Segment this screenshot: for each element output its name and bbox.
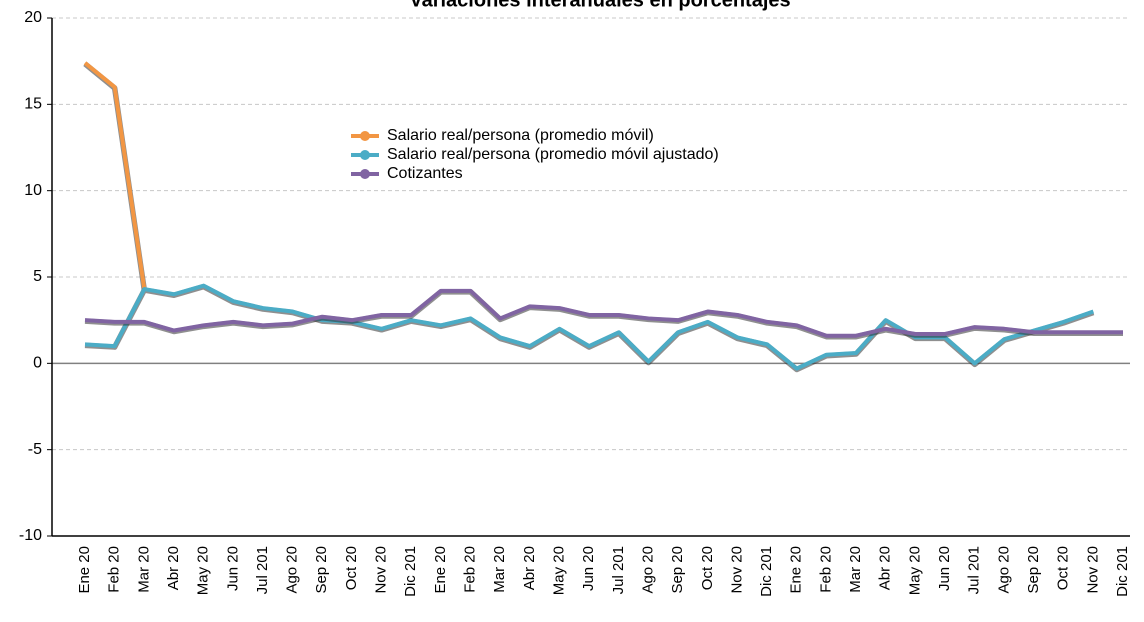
series-line <box>84 283 1094 371</box>
x-tick-label: Dic 201 <box>758 546 775 597</box>
x-tick-label: Jun 20 <box>936 546 953 591</box>
x-tick-label: Ago 20 <box>639 546 656 594</box>
y-tick-label: 10 <box>24 182 42 199</box>
x-tick-label: May 20 <box>550 546 567 595</box>
x-tick-label: Feb 20 <box>817 546 834 593</box>
x-tick-label: May 20 <box>906 546 923 595</box>
x-tick-label: Ago 20 <box>995 546 1012 594</box>
x-tick-label: Nov 20 <box>373 546 390 594</box>
x-tick-label: Mar 20 <box>491 546 508 593</box>
x-tick-label: Abr 20 <box>521 546 538 590</box>
x-tick-label: Abr 20 <box>165 546 182 590</box>
x-tick-label: Feb 20 <box>462 546 479 593</box>
x-tick-label: May 20 <box>195 546 212 595</box>
x-tick-label: Oct 20 <box>1055 546 1072 590</box>
legend-label: Salario real/persona (promedio móvil aju… <box>387 146 719 163</box>
y-tick-label: 20 <box>24 9 42 26</box>
x-tick-label: Ene 20 <box>432 546 449 594</box>
legend-label: Cotizantes <box>387 165 463 182</box>
x-tick-label: Ene 20 <box>76 546 93 594</box>
x-tick-label: Nov 20 <box>1084 546 1101 594</box>
series-line <box>83 61 147 290</box>
x-tick-label: Nov 20 <box>728 546 745 594</box>
line-shadow <box>84 283 1095 373</box>
x-tick-label: Abr 20 <box>877 546 894 590</box>
series-line <box>84 288 1123 338</box>
legend-marker <box>360 150 370 160</box>
x-tick-label: Ene 20 <box>788 546 805 594</box>
x-tick-label: Jul 201 <box>966 546 983 594</box>
x-tick-label: Mar 20 <box>847 546 864 593</box>
y-tick-label: -5 <box>28 441 42 458</box>
x-tick-label: Sep 20 <box>313 546 330 594</box>
legend-marker <box>360 169 370 179</box>
x-tick-label: Ago 20 <box>284 546 301 594</box>
y-tick-label: 15 <box>24 96 42 113</box>
y-tick-label: -10 <box>19 527 42 544</box>
x-tick-label: Feb 20 <box>106 546 123 593</box>
x-tick-label: Sep 20 <box>669 546 686 594</box>
y-tick-label: 0 <box>33 355 42 372</box>
x-tick-label: Mar 20 <box>135 546 152 593</box>
x-tick-label: Oct 20 <box>343 546 360 590</box>
y-tick-label: 5 <box>33 268 42 285</box>
x-tick-label: Jul 201 <box>610 546 627 594</box>
legend-marker <box>360 131 370 141</box>
legend-label: Salario real/persona (promedio móvil) <box>387 127 654 144</box>
x-tick-label: Oct 20 <box>699 546 716 590</box>
x-tick-label: Dic 201 <box>1114 546 1131 597</box>
x-tick-label: Jun 20 <box>580 546 597 591</box>
x-tick-label: Sep 20 <box>1025 546 1042 594</box>
x-tick-label: Jul 201 <box>254 546 271 594</box>
chart-title: Variaciones interanuales en porcentajes <box>409 0 790 11</box>
x-tick-label: Dic 201 <box>402 546 419 597</box>
x-tick-label: Jun 20 <box>224 546 241 591</box>
